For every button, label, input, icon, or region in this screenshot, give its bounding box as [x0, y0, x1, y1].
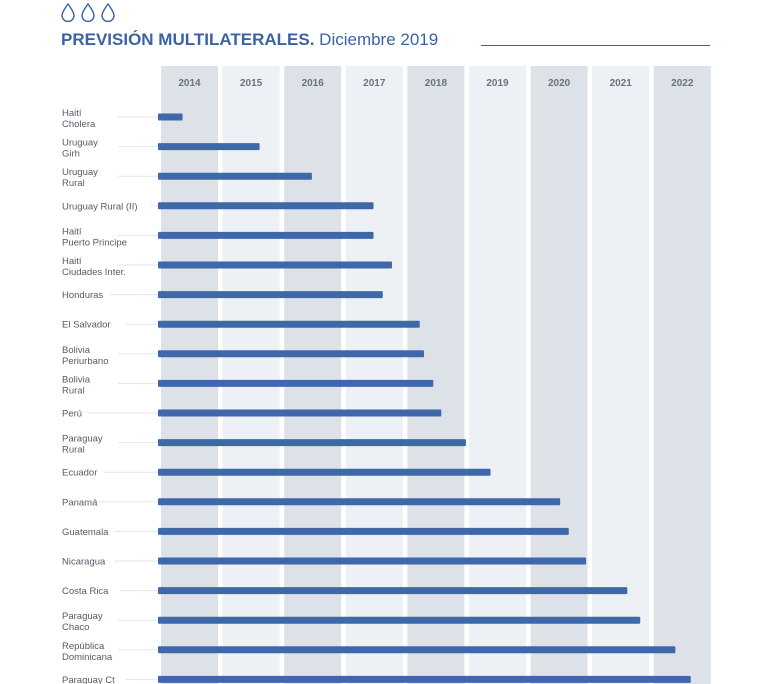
bar	[158, 675, 691, 683]
bar	[158, 320, 420, 328]
y-tick-label: Uruguay Rural (II)	[62, 201, 138, 212]
chart-row: Nicaragua	[62, 557, 587, 568]
chart-row: Costa Rica	[62, 586, 628, 597]
chart-row: Haití Cholera	[62, 108, 183, 130]
x-tick-label: 2018	[425, 78, 448, 89]
y-tick-label: República Dominicana	[62, 641, 113, 663]
year-column-2018	[407, 66, 465, 684]
y-tick-label: El Salvador	[62, 320, 111, 331]
y-tick-label: Guatemala	[62, 527, 109, 538]
year-column-2021	[592, 66, 650, 684]
x-tick-label: 2015	[240, 78, 263, 89]
chart-row: Ecuador	[62, 468, 491, 479]
year-column-2022	[653, 66, 711, 684]
x-tick-label: 2016	[302, 78, 325, 89]
bar	[158, 350, 425, 358]
y-tick-label: Uruguay Rural	[62, 167, 98, 189]
year-column-2020	[530, 66, 588, 684]
y-tick-label: Costa Rica	[62, 586, 109, 597]
chart-row: Uruguay Rural	[62, 167, 312, 189]
y-tick-label: Honduras	[62, 290, 103, 301]
x-tick-label: 2014	[178, 78, 201, 89]
chart-title-date: Diciembre 2019	[314, 30, 439, 49]
chart-row: Paraguay Chaco	[62, 611, 641, 633]
chart-row: Paraguay Ct	[62, 675, 691, 684]
x-tick-label: 2017	[363, 78, 386, 89]
x-tick-label: 2019	[486, 78, 509, 89]
header-icons	[60, 2, 116, 24]
chart-title: PREVISIÓN MULTILATERALES. Diciembre 2019	[61, 30, 438, 50]
chart-row: Haití Puerto Principe	[62, 226, 374, 248]
bar	[158, 231, 374, 239]
bar	[158, 143, 260, 151]
y-tick-label: Haití Ciudades Inter.	[62, 256, 126, 278]
chart-row: Haití Ciudades Inter.	[62, 256, 392, 278]
y-tick-label: Paraguay Chaco	[62, 611, 103, 633]
water-drop-icon	[101, 2, 115, 22]
bar	[158, 291, 383, 299]
bar	[158, 527, 569, 535]
y-tick-label: Panamá	[62, 497, 98, 508]
x-tick-label: 2021	[610, 78, 633, 89]
bar	[158, 379, 434, 387]
bar	[158, 172, 312, 180]
chart-row: Uruguay Girh	[62, 138, 260, 160]
year-column-2017	[345, 66, 403, 684]
chart-row: Guatemala	[62, 527, 569, 538]
chart-row: Bolivia Rural	[62, 374, 434, 396]
bar	[158, 439, 466, 447]
chart-row: Perú	[62, 409, 442, 420]
x-tick-label: 2022	[671, 78, 694, 89]
bar	[158, 261, 392, 269]
y-tick-label: Paraguay Rural	[62, 434, 103, 456]
year-column-2019	[469, 66, 526, 684]
y-tick-label: Haití Puerto Principe	[62, 226, 127, 248]
y-tick-label: Ecuador	[62, 468, 97, 479]
year-column-2015	[222, 66, 280, 684]
bar	[158, 616, 641, 624]
bar	[158, 409, 442, 417]
chart-row: Honduras	[62, 290, 383, 301]
year-column-2016	[284, 66, 342, 684]
chart-title-bold: PREVISIÓN MULTILATERALES.	[61, 30, 315, 49]
title-rule	[481, 45, 710, 46]
water-drop-icon	[61, 2, 75, 22]
water-drop-icon	[81, 2, 95, 22]
bar	[158, 646, 676, 654]
y-tick-label: Haití Cholera	[62, 108, 96, 130]
y-tick-label: Nicaragua	[62, 557, 106, 568]
x-tick-label: 2020	[548, 78, 571, 89]
bar	[158, 202, 374, 210]
chart-row: Uruguay Rural (II)	[62, 201, 374, 212]
y-tick-label: Perú	[62, 409, 82, 420]
bar	[158, 113, 183, 121]
bar	[158, 468, 491, 476]
chart-row: Bolivia Periurbano	[62, 345, 425, 367]
y-tick-label: Bolivia Periurbano	[62, 345, 108, 367]
bar	[158, 498, 561, 506]
y-tick-label: Paraguay Ct	[62, 675, 115, 684]
year-column-2014	[161, 66, 218, 684]
bar	[158, 587, 628, 595]
bar	[158, 557, 587, 565]
y-tick-label: Uruguay Girh	[62, 138, 98, 160]
chart-row: El Salvador	[62, 320, 420, 331]
y-tick-label: Bolivia Rural	[62, 374, 91, 396]
chart-row: Paraguay Rural	[62, 434, 466, 456]
chart-row: Panamá	[62, 497, 561, 508]
chart-row: República Dominicana	[62, 641, 676, 663]
